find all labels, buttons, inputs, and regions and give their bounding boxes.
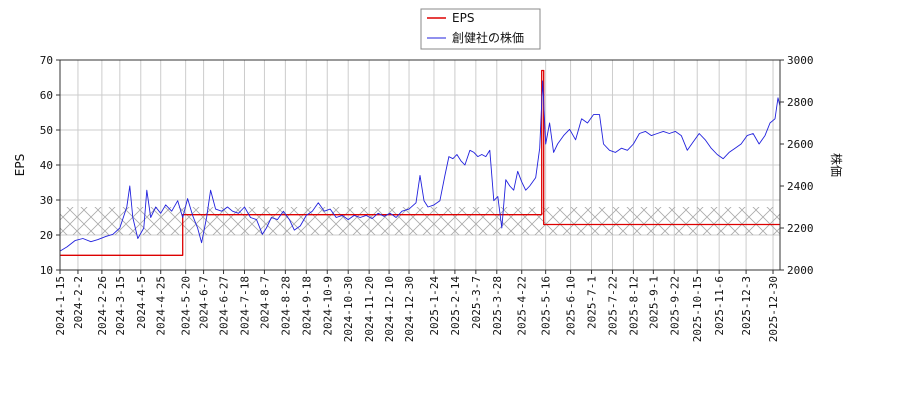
x-tick-label: 2025-11-6	[713, 276, 726, 336]
eps-line	[60, 69, 780, 256]
y-left-tick-label: 20	[40, 229, 53, 242]
x-tick-label: 2024-11-20	[363, 276, 376, 342]
x-tick-label: 2025-1-24	[428, 276, 441, 336]
legend-box	[420, 8, 541, 50]
y-left-tick-label: 70	[40, 54, 53, 67]
x-tick-label: 2024-7-18	[238, 276, 251, 336]
y-right-tick-label: 2400	[787, 180, 814, 193]
x-tick-label: 2024-2-2	[72, 276, 85, 329]
right-axis-title: 株価	[829, 153, 844, 177]
x-tick-label: 2025-5-16	[540, 276, 553, 336]
y-left-tick-label: 40	[40, 159, 53, 172]
legend: EPS 創健社の株価	[420, 8, 541, 50]
y-right-tick-label: 2600	[787, 138, 814, 151]
x-tick-label: 2025-3-28	[491, 276, 504, 336]
hatched-band	[60, 207, 780, 235]
x-tick-label: 2025-9-22	[668, 276, 681, 336]
x-tick-label: 2024-10-30	[342, 276, 355, 342]
x-tick-label: 2025-8-12	[627, 276, 640, 336]
x-tick-label: 2024-12-10	[383, 276, 396, 342]
x-tick-label: 2024-2-26	[96, 276, 109, 336]
x-tick-label: 2024-8-7	[258, 276, 271, 329]
x-tick-label: 2024-6-7	[198, 276, 211, 329]
x-tick-label: 2024-9-18	[300, 276, 313, 336]
right-axis-ticks: 2000 2200 2400 2600 2800 3000	[780, 54, 814, 277]
y-left-tick-label: 50	[40, 124, 53, 137]
x-tick-label: 2024-6-27	[218, 276, 231, 336]
x-tick-label: 2024-10-9	[321, 276, 334, 336]
x-tick-label: 2025-3-7	[470, 276, 483, 329]
x-tick-label: 2025-2-14	[449, 276, 462, 336]
x-tick-label: 2024-5-20	[180, 276, 193, 336]
x-tick-label: 2024-12-30	[403, 276, 416, 342]
stock-price-line	[59, 80, 781, 252]
x-tick-label: 2024-1-15	[54, 276, 67, 336]
series-lines	[59, 69, 781, 256]
x-tick-label: 2024-4-25	[155, 276, 168, 336]
left-axis-title: EPS	[13, 154, 27, 176]
y-right-tick-label: 3000	[787, 54, 814, 67]
x-tick-label: 2024-3-15	[114, 276, 127, 336]
left-axis-ticks: 10 20 30 40 50 60 70	[40, 54, 60, 277]
y-left-tick-label: 10	[40, 264, 53, 277]
y-left-tick-label: 60	[40, 89, 53, 102]
x-tick-label: 2024-8-28	[279, 276, 292, 336]
x-tick-label: 2025-12-30	[767, 276, 780, 342]
legend-price-label: 創健社の株価	[452, 30, 524, 45]
legend-eps-label: EPS	[452, 11, 474, 25]
y-right-tick-label: 2800	[787, 96, 814, 109]
x-axis-ticks: 2024-1-15 2024-2-2 2024-2-26 2024-3-15 2024-…	[54, 270, 780, 342]
y-left-tick-label: 30	[40, 194, 53, 207]
x-tick-label: 2025-12-3	[740, 276, 753, 336]
x-tick-label: 2024-4-5	[135, 276, 148, 329]
x-tick-label: 2025-9-1	[647, 276, 660, 329]
x-tick-label: 2025-10-15	[691, 276, 704, 342]
x-tick-label: 2025-7-1	[586, 276, 599, 329]
x-tick-label: 2025-6-10	[565, 276, 578, 336]
y-right-tick-label: 2000	[787, 264, 814, 277]
x-tick-label: 2025-4-22	[516, 276, 529, 336]
y-right-tick-label: 2200	[787, 222, 814, 235]
x-tick-label: 2025-7-22	[606, 276, 619, 336]
